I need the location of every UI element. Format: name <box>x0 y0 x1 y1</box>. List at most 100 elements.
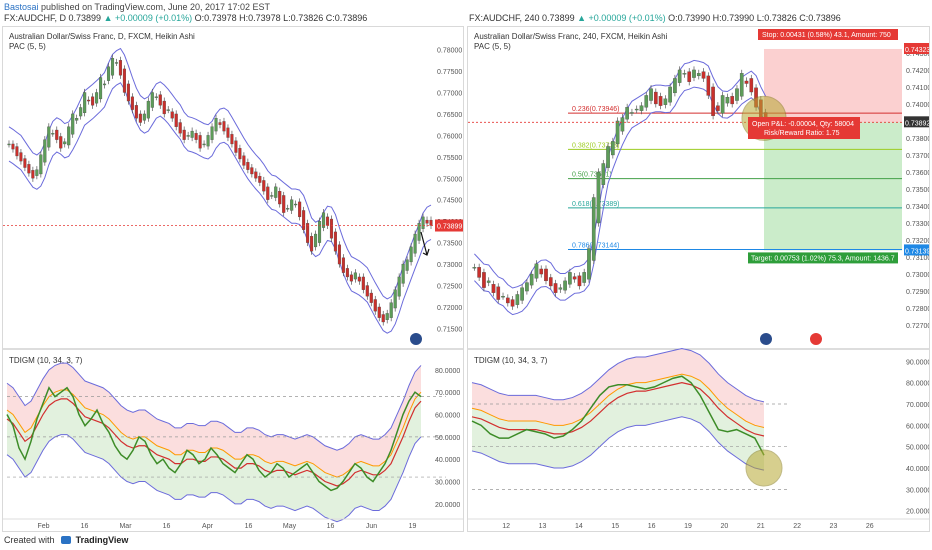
y-tick-label: 0.74300 <box>906 51 929 58</box>
candle-body <box>278 190 282 205</box>
fib-level-label: 0.236(0.73946) <box>572 106 619 113</box>
last-price-tag <box>435 219 463 232</box>
candle-body <box>568 272 572 285</box>
y-tick-label: 0.77500 <box>437 69 462 76</box>
candle-body <box>663 98 668 105</box>
candle-body <box>353 272 357 280</box>
x-tick-label: 15 <box>611 523 619 530</box>
candle-body <box>178 122 182 134</box>
candle-body <box>95 92 99 104</box>
candle-body <box>166 109 170 111</box>
right-chart-panel[interactable]: 0.236(0.73946) 0.382(0.73733) 0.5(0.73561)… <box>467 26 931 532</box>
candle-body <box>345 268 349 278</box>
stop-label: Stop: 0.00431 (0.58%) 43.1, Amount: 750 <box>762 32 891 39</box>
candle-body <box>482 272 486 288</box>
candle-body <box>349 274 353 282</box>
y-tick-label: 0.75000 <box>437 176 462 183</box>
tdi-upper-band <box>471 347 765 403</box>
tdi-fast-line <box>471 375 765 456</box>
candle-body <box>373 299 377 312</box>
candle-body <box>548 277 553 287</box>
right-tdi-label: TDIGM (10, 34, 3, 7) <box>474 356 548 365</box>
right-chart-svg[interactable]: 0.236(0.73946) 0.382(0.73733) 0.5(0.73561)… <box>468 27 931 531</box>
candle-body <box>520 287 524 301</box>
candle-body <box>222 121 226 132</box>
left-symbol[interactable]: FX:AUDCHF, D <box>4 13 67 23</box>
brand-link[interactable]: TradingView <box>75 535 129 545</box>
candle-body <box>496 286 501 300</box>
x-tick-label: 16 <box>163 523 171 530</box>
candle-body <box>634 108 639 111</box>
x-tick-label: Mar <box>119 523 132 530</box>
candle-body <box>510 299 515 307</box>
left-chart-title: Australian Dollar/Swiss Franc, D, FXCM, … <box>9 32 195 41</box>
left-ohlc: O:0.73978 H:0.73978 L:0.73826 C:0.73896 <box>194 13 368 23</box>
left-chart-svg[interactable]: Australian Dollar/Swiss Franc, D, FXCM, … <box>3 27 463 531</box>
candle-body <box>553 283 558 293</box>
candle-body <box>505 297 510 304</box>
candle-body <box>310 236 314 252</box>
candle-body <box>79 107 83 117</box>
candle-body <box>397 276 401 297</box>
y-tick-label: 0.72800 <box>906 306 929 313</box>
tdi-upper-band <box>6 362 422 451</box>
x-tick-label: 12 <box>502 523 510 530</box>
tdi-lower-fill <box>7 389 421 522</box>
candle-body <box>102 83 107 86</box>
candle-body <box>361 276 365 290</box>
x-tick-label: Apr <box>202 523 214 530</box>
y-tick-label: 0.74200 <box>906 68 929 75</box>
candle-body <box>35 169 39 176</box>
right-indicator-label: PAC (5, 5) <box>474 42 511 51</box>
x-tick-label: May <box>283 523 297 530</box>
y-tick-label: 0.78000 <box>437 48 462 55</box>
candle-body <box>23 158 27 168</box>
candle-body <box>365 285 369 297</box>
candle-body <box>15 146 19 157</box>
candle-body <box>744 80 749 84</box>
y-tick-label: 60.0000 <box>906 423 929 430</box>
x-tick-label: 16 <box>648 523 656 530</box>
y-tick-label: 80.0000 <box>906 381 929 388</box>
candle-body <box>677 69 682 83</box>
highlight-circle <box>745 449 783 487</box>
candle-body <box>601 163 606 185</box>
candle-body <box>525 282 529 292</box>
publish-text: published on TradingView.com, June 20, 2… <box>41 2 271 12</box>
candle-body <box>286 208 290 210</box>
candle-body <box>534 263 539 279</box>
stop-price-label: 0.74323 <box>905 47 929 54</box>
event-flag-icon <box>410 333 422 345</box>
y-tick-label: 0.77000 <box>437 90 462 97</box>
target-zone <box>764 122 902 251</box>
forecast-arrow-icon <box>420 231 430 256</box>
right-symbol[interactable]: FX:AUDCHF, 240 <box>469 13 540 23</box>
candle-body <box>385 313 389 320</box>
tdi-lower-band <box>471 416 765 471</box>
candle-body <box>306 223 310 243</box>
candle-body <box>696 73 701 77</box>
candle-body <box>158 94 162 106</box>
entry-price-label: 0.73892 <box>905 120 929 127</box>
fib-level-label: 0.786(0.73144) <box>572 243 619 250</box>
right-ohlc: O:0.73990 H:0.73990 L:0.73826 C:0.73896 <box>668 13 841 23</box>
candle-body <box>182 129 186 140</box>
right-chart-title: Australian Dollar/Swiss Franc, 240, FXCM… <box>474 32 668 41</box>
candle-body <box>234 140 238 153</box>
x-tick-label: Feb <box>37 523 49 530</box>
author-link[interactable]: Bastosai <box>4 2 39 12</box>
candle-body <box>381 314 385 323</box>
candle-body <box>625 107 629 120</box>
candle-body <box>409 246 413 263</box>
left-up-arrow-icon: ▲ <box>103 13 113 23</box>
candle-body <box>653 91 658 105</box>
y-tick-label: 0.73500 <box>906 187 929 194</box>
candle-body <box>421 216 425 229</box>
candle-body <box>587 248 591 280</box>
candle-body <box>393 289 397 309</box>
x-tick-label: 16 <box>81 523 89 530</box>
candle-body <box>596 171 601 224</box>
y-tick-label: 30.0000 <box>906 487 929 494</box>
left-chart-panel[interactable]: Australian Dollar/Swiss Franc, D, FXCM, … <box>2 26 464 532</box>
chart-header: Bastosai published on TradingView.com, J… <box>0 0 932 26</box>
